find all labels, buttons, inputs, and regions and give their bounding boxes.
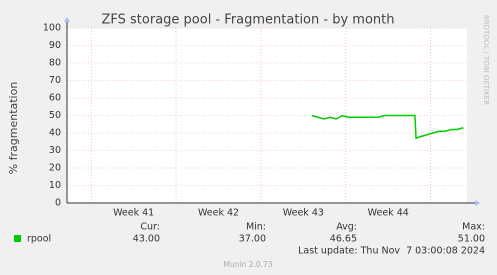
stat-value: 37.00 [239,234,266,245]
y-tick-label: 60 [49,93,61,104]
y-tick-label: 50 [49,110,61,121]
x-axis-arrow [475,200,480,206]
footer: Munin 2.0.73 [223,260,272,269]
y-tick-label: 0 [55,198,61,209]
stat-name: Max: [462,222,485,233]
y-axis-arrow [64,17,70,22]
y-tick-label: 100 [43,23,61,34]
y-axis-label: % fragmentation [7,82,20,175]
stat-value: 46.65 [330,234,357,245]
stat-name: Avg: [336,222,357,233]
x-tick-label: Week 41 [113,208,154,219]
y-tick-label: 10 [49,180,61,191]
x-tick-label: Week 43 [283,208,324,219]
stat-name: Min: [246,222,266,233]
y-tick-label: 90 [49,40,61,51]
x-tick-label: Week 44 [368,208,409,219]
y-tick-label: 30 [49,145,61,156]
last-update: Last update: Thu Nov 7 03:00:08 2024 [298,246,485,257]
y-tick-label: 80 [49,58,61,69]
x-tick-label: Week 42 [198,208,239,219]
stat-value: 43.00 [133,234,160,245]
legend-label: rpool [27,234,51,245]
stat-name: Cur: [140,222,160,233]
y-tick-label: 20 [49,163,61,174]
y-tick-label: 40 [49,128,61,139]
side-label: RRDTOOL / TOBI OETIKER [482,15,490,105]
chart-title: ZFS storage pool - Fragmentation - by mo… [102,13,395,28]
y-tick-label: 70 [49,75,61,86]
stat-value: 51.00 [458,234,485,245]
legend-swatch [14,235,21,242]
series-line [311,114,464,140]
